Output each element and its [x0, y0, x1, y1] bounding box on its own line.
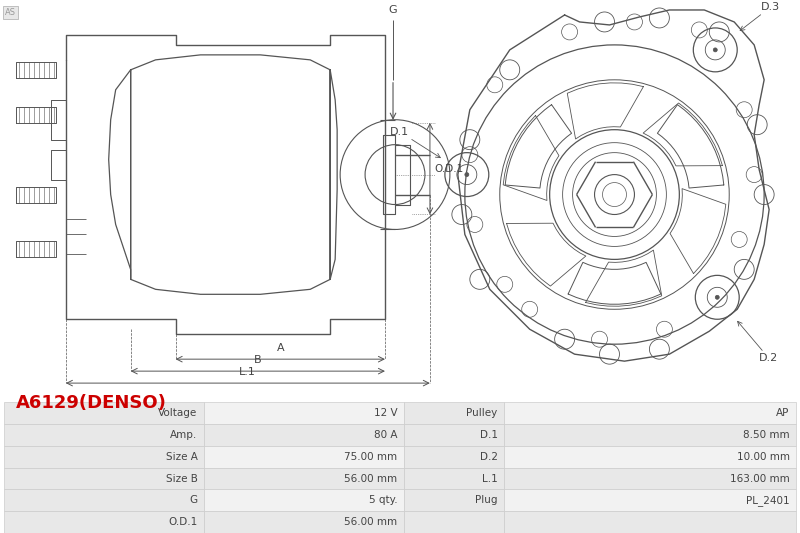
Text: L.1: L.1 — [239, 367, 256, 377]
Text: 5 qty.: 5 qty. — [369, 495, 398, 505]
Text: Voltage: Voltage — [158, 408, 198, 418]
Bar — [404, 468, 504, 489]
Text: 75.00 mm: 75.00 mm — [345, 452, 398, 462]
Text: D.1: D.1 — [480, 430, 498, 440]
Bar — [4, 489, 204, 511]
Text: AP: AP — [776, 408, 790, 418]
Text: G: G — [389, 5, 398, 15]
Bar — [4, 511, 204, 533]
Bar — [504, 511, 796, 533]
Text: Size B: Size B — [166, 474, 198, 483]
Text: Amp.: Amp. — [170, 430, 198, 440]
Text: G: G — [190, 495, 198, 505]
Text: AS: AS — [5, 8, 16, 17]
Text: Plug: Plug — [475, 495, 498, 505]
Circle shape — [714, 48, 718, 52]
Bar — [204, 511, 404, 533]
Bar — [4, 446, 204, 468]
Bar — [504, 402, 796, 424]
Bar — [504, 489, 796, 511]
Bar — [204, 489, 404, 511]
Bar — [4, 468, 204, 489]
Bar — [4, 402, 204, 424]
Text: 80 A: 80 A — [374, 430, 398, 440]
Text: PL_2401: PL_2401 — [746, 495, 790, 506]
Text: 8.50 mm: 8.50 mm — [743, 430, 790, 440]
Bar — [204, 402, 404, 424]
Text: L.1: L.1 — [482, 474, 498, 483]
Text: A6129(DENSO): A6129(DENSO) — [16, 394, 167, 413]
Bar — [4, 424, 204, 446]
Text: Pulley: Pulley — [466, 408, 498, 418]
Text: B: B — [254, 355, 261, 365]
Text: D.3: D.3 — [740, 2, 780, 30]
Text: D.2: D.2 — [480, 452, 498, 462]
Bar — [204, 424, 404, 446]
Text: A: A — [277, 343, 284, 353]
Bar — [204, 468, 404, 489]
Bar — [404, 489, 504, 511]
Bar — [204, 446, 404, 468]
Text: 56.00 mm: 56.00 mm — [345, 517, 398, 527]
Text: O.D.1: O.D.1 — [434, 164, 463, 174]
Bar — [404, 511, 504, 533]
Bar — [404, 446, 504, 468]
Text: 12 V: 12 V — [374, 408, 398, 418]
Text: 10.00 mm: 10.00 mm — [737, 452, 790, 462]
Circle shape — [715, 295, 719, 300]
Circle shape — [465, 173, 469, 176]
Bar — [504, 446, 796, 468]
Bar — [504, 424, 796, 446]
Text: 56.00 mm: 56.00 mm — [345, 474, 398, 483]
Bar — [504, 468, 796, 489]
Text: D.2: D.2 — [738, 321, 778, 363]
Bar — [404, 424, 504, 446]
Text: 163.00 mm: 163.00 mm — [730, 474, 790, 483]
Text: O.D.1: O.D.1 — [168, 517, 198, 527]
Text: D.1: D.1 — [390, 127, 440, 158]
Bar — [404, 402, 504, 424]
Text: Size A: Size A — [166, 452, 198, 462]
